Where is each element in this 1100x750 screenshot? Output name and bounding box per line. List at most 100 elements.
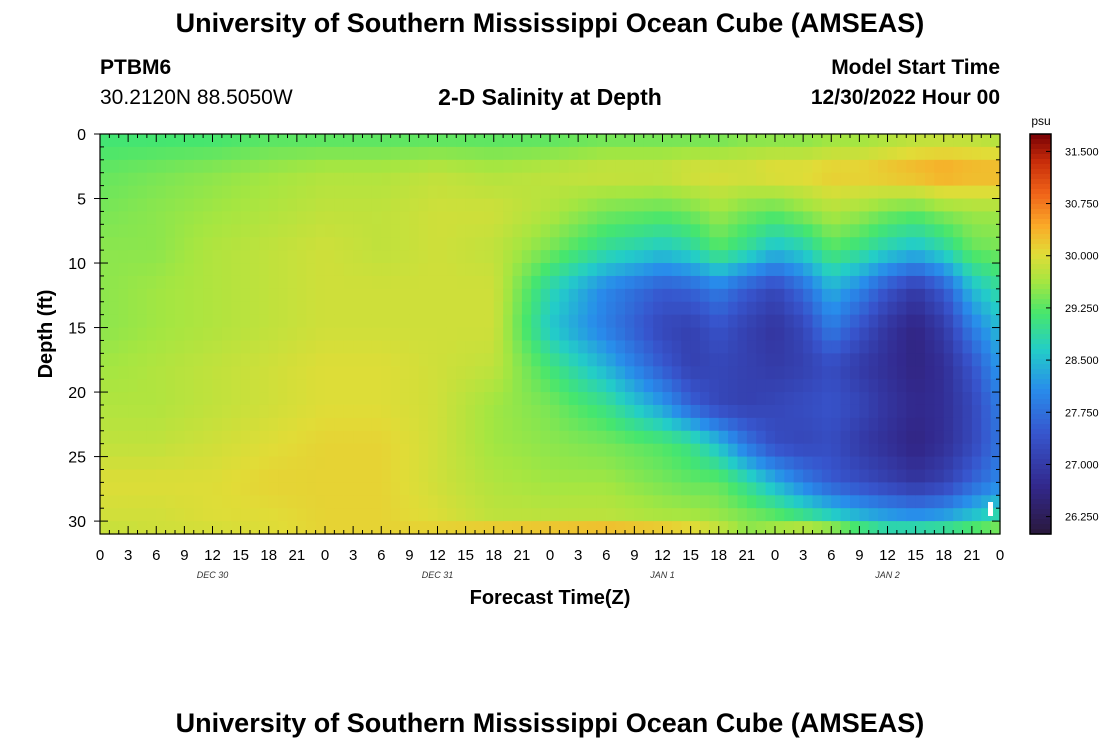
heatmap-cell xyxy=(184,353,195,367)
heatmap-cell xyxy=(446,417,457,432)
heatmap-cell xyxy=(109,263,120,277)
heatmap-cell xyxy=(240,430,251,445)
heatmap-cell xyxy=(850,353,860,367)
heatmap-cell xyxy=(559,508,570,522)
heatmap-cell xyxy=(812,185,823,200)
heatmap-cell xyxy=(671,159,682,174)
heatmap-cell xyxy=(371,159,382,174)
heatmap-cell xyxy=(418,172,429,187)
heatmap-cell xyxy=(353,211,364,225)
y-tick-label: 0 xyxy=(77,127,86,144)
heatmap-cell xyxy=(925,327,935,342)
heatmap-cell xyxy=(756,417,767,432)
heatmap-cell xyxy=(756,224,767,238)
colorbar-segment xyxy=(1030,424,1051,430)
heatmap-cell xyxy=(850,495,860,509)
heatmap-cell xyxy=(662,224,673,238)
heatmap-cell xyxy=(428,392,439,406)
heatmap-cell xyxy=(700,224,710,238)
colorbar-segment xyxy=(1030,359,1051,365)
heatmap-cell xyxy=(550,366,560,380)
heatmap-cell xyxy=(418,430,429,445)
heatmap-cell xyxy=(634,430,645,445)
heatmap-cell xyxy=(859,521,870,535)
heatmap-cell xyxy=(718,288,729,303)
station-coords: 30.2120N 88.5050W xyxy=(100,86,293,109)
heatmap-cell xyxy=(718,237,729,251)
heatmap-cell xyxy=(550,211,560,225)
heatmap-cell xyxy=(662,159,673,174)
heatmap-cell xyxy=(831,211,842,225)
heatmap-cell xyxy=(512,146,523,161)
heatmap-cell xyxy=(915,366,926,380)
heatmap-cell xyxy=(100,469,110,483)
heatmap-cell xyxy=(100,366,110,380)
heatmap-cell xyxy=(156,469,167,483)
heatmap-cell xyxy=(578,404,589,419)
heatmap-cell xyxy=(512,288,523,303)
heatmap-cell xyxy=(250,314,260,329)
heatmap-cell xyxy=(165,469,176,483)
heatmap-cell xyxy=(653,392,664,406)
heatmap-cell xyxy=(362,224,373,238)
heatmap-cell xyxy=(625,314,635,329)
heatmap-cell xyxy=(559,301,570,316)
heatmap-cell xyxy=(531,443,542,458)
heatmap-cell xyxy=(803,211,814,225)
colorbar-segment xyxy=(1030,199,1051,205)
heatmap-cell xyxy=(709,185,720,200)
heatmap-cell xyxy=(878,366,889,380)
heatmap-cell xyxy=(390,250,401,264)
heatmap-cell xyxy=(165,198,176,213)
colorbar-segment xyxy=(1030,289,1051,295)
heatmap-cell xyxy=(662,263,673,277)
heatmap-cell xyxy=(746,495,757,509)
heatmap-cell xyxy=(409,508,420,522)
heatmap-cell xyxy=(409,379,420,393)
heatmap-cell xyxy=(896,392,907,406)
heatmap-cell xyxy=(709,224,720,238)
heatmap-cell xyxy=(409,263,420,277)
heatmap-cell xyxy=(456,314,467,329)
heatmap-cell xyxy=(503,430,514,445)
heatmap-cell xyxy=(803,456,814,471)
heatmap-cell xyxy=(109,430,120,445)
heatmap-cell xyxy=(531,482,542,496)
heatmap-cell xyxy=(625,508,635,522)
heatmap-cell xyxy=(475,134,485,148)
heatmap-cell xyxy=(118,327,129,342)
heatmap-cell xyxy=(193,314,204,329)
heatmap-cell xyxy=(446,508,457,522)
heatmap-cell xyxy=(184,314,195,329)
heatmap-cell xyxy=(653,314,664,329)
heatmap-cell xyxy=(118,288,129,303)
heatmap-cell xyxy=(634,327,645,342)
heatmap-cell xyxy=(840,366,851,380)
heatmap-cell xyxy=(793,237,804,251)
heatmap-cell xyxy=(268,379,279,393)
heatmap-cell xyxy=(371,327,382,342)
heatmap-cell xyxy=(315,430,326,445)
heatmap-cell xyxy=(540,198,551,213)
heatmap-cell xyxy=(887,456,898,471)
heatmap-cell xyxy=(859,404,870,419)
heatmap-cell xyxy=(259,198,270,213)
heatmap-cell xyxy=(615,340,626,354)
colorbar xyxy=(1029,133,1052,535)
heatmap-cell xyxy=(775,521,785,535)
heatmap-cell xyxy=(446,482,457,496)
heatmap-cell xyxy=(540,134,551,148)
heatmap-cell xyxy=(784,521,795,535)
heatmap-cell xyxy=(587,521,598,535)
colorbar-segment xyxy=(1030,504,1051,510)
heatmap-cell xyxy=(587,443,598,458)
x-tick-label: 15 xyxy=(457,547,474,564)
heatmap-cell xyxy=(465,327,476,342)
heatmap-cell xyxy=(615,134,626,148)
heatmap-cell xyxy=(100,224,110,238)
heatmap-cell xyxy=(700,146,710,161)
heatmap-cell xyxy=(643,172,654,187)
heatmap-cell xyxy=(906,443,917,458)
heatmap-cell xyxy=(353,430,364,445)
heatmap-cell xyxy=(465,263,476,277)
